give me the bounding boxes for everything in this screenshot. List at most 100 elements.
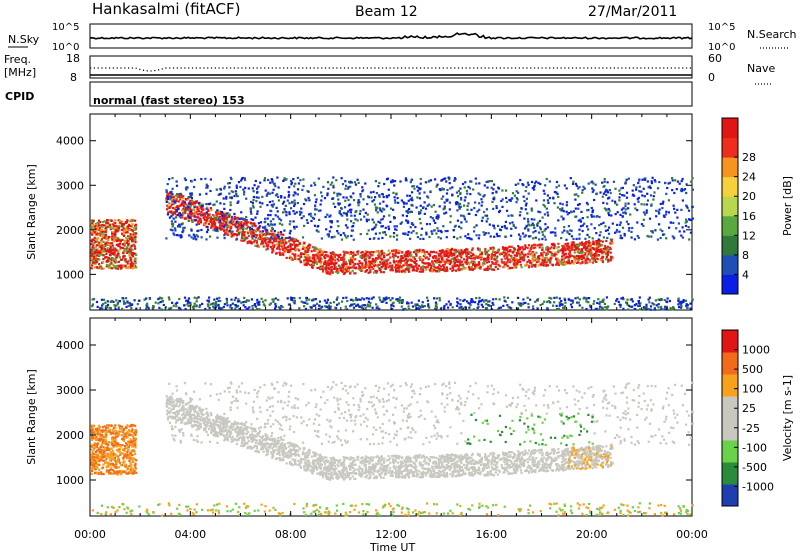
power-cell — [541, 261, 544, 264]
power-cell — [373, 265, 376, 268]
power-cell — [576, 261, 579, 264]
power-cell — [198, 217, 201, 220]
power-cell — [347, 269, 350, 272]
power-cell — [113, 253, 116, 256]
power-cell — [90, 257, 93, 260]
power-cell — [133, 258, 136, 261]
power-cell — [219, 224, 222, 227]
power-cell — [639, 308, 642, 311]
power-cell — [135, 253, 138, 256]
power-cell — [567, 256, 570, 259]
power-cell — [573, 193, 576, 196]
power-cell — [410, 196, 413, 199]
power-cell — [325, 269, 328, 272]
power-cell — [315, 208, 318, 211]
power-cell — [532, 224, 535, 227]
power-cell — [645, 303, 648, 306]
power-cell — [365, 262, 368, 265]
power-cell — [181, 209, 184, 212]
power-cell — [560, 237, 563, 240]
power-cell — [105, 260, 108, 263]
power-cell — [372, 190, 375, 193]
power-cell — [492, 246, 495, 249]
power-cell — [477, 303, 480, 306]
power-cell — [372, 228, 375, 231]
power-cell — [272, 249, 275, 252]
power-cell — [450, 261, 453, 264]
power-cell — [600, 250, 603, 253]
power-cell — [537, 221, 540, 224]
power-cell — [271, 200, 274, 203]
cpid-text: normal (fast stereo) 153 — [93, 94, 245, 107]
power-cell — [195, 223, 198, 226]
power-cell — [254, 230, 258, 233]
power-cell — [320, 199, 323, 202]
power-cell — [588, 236, 591, 239]
power-cell — [111, 235, 114, 238]
power-cell — [177, 225, 180, 228]
power-cell — [664, 305, 667, 308]
power-cell — [342, 264, 345, 267]
power-cell — [170, 203, 174, 206]
power-cell — [231, 234, 234, 237]
power-cell — [542, 262, 545, 265]
power-cell — [563, 245, 566, 248]
nsky-trace — [89, 32, 693, 40]
power-cell — [468, 266, 471, 269]
power-cell — [478, 249, 481, 252]
power-cell — [398, 262, 401, 265]
power-cell — [685, 220, 688, 223]
power-cell — [595, 260, 598, 263]
power-cell — [671, 179, 674, 182]
power-cell — [506, 255, 509, 258]
power-cell — [274, 307, 277, 310]
power-cell — [226, 215, 229, 218]
power-cell — [193, 204, 196, 207]
power-cell — [566, 242, 569, 245]
power-cell — [515, 196, 518, 200]
power-cell — [361, 264, 364, 267]
power-cell — [440, 268, 443, 271]
power-cell — [588, 304, 592, 307]
power-cell — [406, 252, 409, 255]
power-cell — [592, 215, 596, 218]
power-cell — [577, 259, 580, 262]
power-cell — [344, 180, 347, 183]
power-cell — [272, 188, 275, 191]
power-cell — [345, 296, 348, 299]
power-cell — [332, 186, 335, 189]
power-cell — [292, 178, 295, 181]
power-cell — [534, 246, 537, 249]
power-cell — [437, 252, 440, 255]
power-cell — [271, 228, 274, 231]
power-cell — [258, 233, 261, 236]
power-cell — [99, 234, 102, 237]
power-cell — [284, 204, 287, 207]
power-cell — [600, 222, 603, 226]
power-cell — [473, 207, 476, 210]
power-cell — [105, 221, 108, 224]
power-cell — [627, 229, 630, 232]
power-cell — [166, 193, 169, 196]
power-cell — [256, 298, 259, 301]
power-cell — [235, 184, 238, 187]
power-cell — [225, 212, 228, 215]
power-cell — [493, 253, 496, 256]
power-cell — [228, 220, 231, 223]
power-cell — [336, 268, 339, 271]
power-cell — [90, 254, 93, 257]
power-cell — [603, 180, 606, 183]
power-cell — [654, 299, 657, 302]
power-cell — [508, 306, 512, 309]
power-cell — [293, 299, 296, 302]
power-cell — [525, 202, 528, 205]
power-cell — [453, 248, 456, 251]
power-cell — [410, 203, 413, 206]
power-cell — [97, 219, 100, 222]
power-cell — [265, 232, 268, 235]
power-cell — [333, 191, 336, 194]
power-cell — [459, 254, 462, 258]
power-cell — [104, 231, 107, 234]
power-cell — [579, 220, 583, 223]
power-cell — [118, 245, 121, 248]
